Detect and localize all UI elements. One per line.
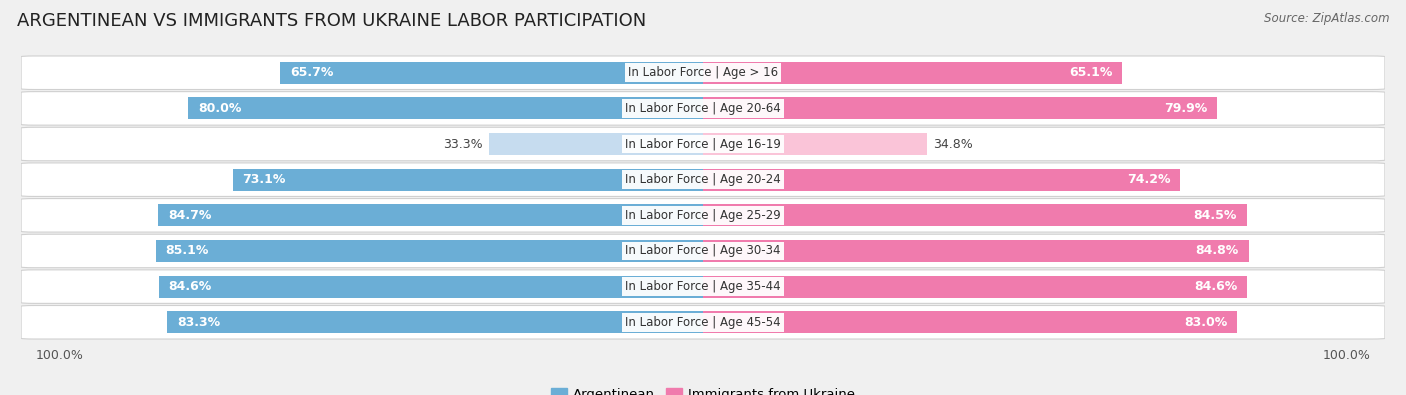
Text: In Labor Force | Age 20-64: In Labor Force | Age 20-64 xyxy=(626,102,780,115)
Bar xyxy=(703,240,1249,262)
Text: 73.1%: 73.1% xyxy=(242,173,285,186)
FancyBboxPatch shape xyxy=(21,127,1385,161)
Text: In Labor Force | Age 20-24: In Labor Force | Age 20-24 xyxy=(626,173,780,186)
FancyBboxPatch shape xyxy=(21,199,1385,232)
Text: In Labor Force | Age 25-29: In Labor Force | Age 25-29 xyxy=(626,209,780,222)
FancyBboxPatch shape xyxy=(21,305,1385,339)
Text: 84.7%: 84.7% xyxy=(167,209,211,222)
Text: In Labor Force | Age > 16: In Labor Force | Age > 16 xyxy=(628,66,778,79)
Text: 79.9%: 79.9% xyxy=(1164,102,1208,115)
Bar xyxy=(188,97,703,119)
Bar xyxy=(703,311,1237,333)
Text: Source: ZipAtlas.com: Source: ZipAtlas.com xyxy=(1264,12,1389,25)
Bar xyxy=(157,204,703,226)
Text: 84.6%: 84.6% xyxy=(1194,280,1237,293)
Bar xyxy=(703,169,1181,191)
Text: 83.0%: 83.0% xyxy=(1184,316,1227,329)
Bar xyxy=(703,133,927,155)
Text: 65.7%: 65.7% xyxy=(290,66,333,79)
Bar xyxy=(703,204,1247,226)
Text: 80.0%: 80.0% xyxy=(198,102,242,115)
FancyBboxPatch shape xyxy=(21,270,1385,303)
Bar xyxy=(167,311,703,333)
Text: 34.8%: 34.8% xyxy=(934,137,973,150)
Text: 84.5%: 84.5% xyxy=(1194,209,1237,222)
FancyBboxPatch shape xyxy=(21,234,1385,268)
Text: In Labor Force | Age 16-19: In Labor Force | Age 16-19 xyxy=(626,137,780,150)
Text: 33.3%: 33.3% xyxy=(443,137,482,150)
Bar xyxy=(280,62,703,84)
Bar xyxy=(233,169,703,191)
Text: 85.1%: 85.1% xyxy=(165,245,208,258)
Bar xyxy=(159,276,703,298)
Bar xyxy=(489,133,703,155)
Bar xyxy=(703,97,1218,119)
Text: In Labor Force | Age 45-54: In Labor Force | Age 45-54 xyxy=(626,316,780,329)
Text: 65.1%: 65.1% xyxy=(1069,66,1112,79)
Text: 84.6%: 84.6% xyxy=(169,280,212,293)
Legend: Argentinean, Immigrants from Ukraine: Argentinean, Immigrants from Ukraine xyxy=(551,388,855,395)
Text: 74.2%: 74.2% xyxy=(1128,173,1171,186)
Text: In Labor Force | Age 30-34: In Labor Force | Age 30-34 xyxy=(626,245,780,258)
Bar xyxy=(703,62,1122,84)
FancyBboxPatch shape xyxy=(21,163,1385,196)
FancyBboxPatch shape xyxy=(21,92,1385,125)
Bar xyxy=(156,240,703,262)
Bar xyxy=(703,276,1247,298)
Text: In Labor Force | Age 35-44: In Labor Force | Age 35-44 xyxy=(626,280,780,293)
FancyBboxPatch shape xyxy=(21,56,1385,90)
Text: 84.8%: 84.8% xyxy=(1195,245,1239,258)
Text: ARGENTINEAN VS IMMIGRANTS FROM UKRAINE LABOR PARTICIPATION: ARGENTINEAN VS IMMIGRANTS FROM UKRAINE L… xyxy=(17,12,647,30)
Text: 83.3%: 83.3% xyxy=(177,316,219,329)
